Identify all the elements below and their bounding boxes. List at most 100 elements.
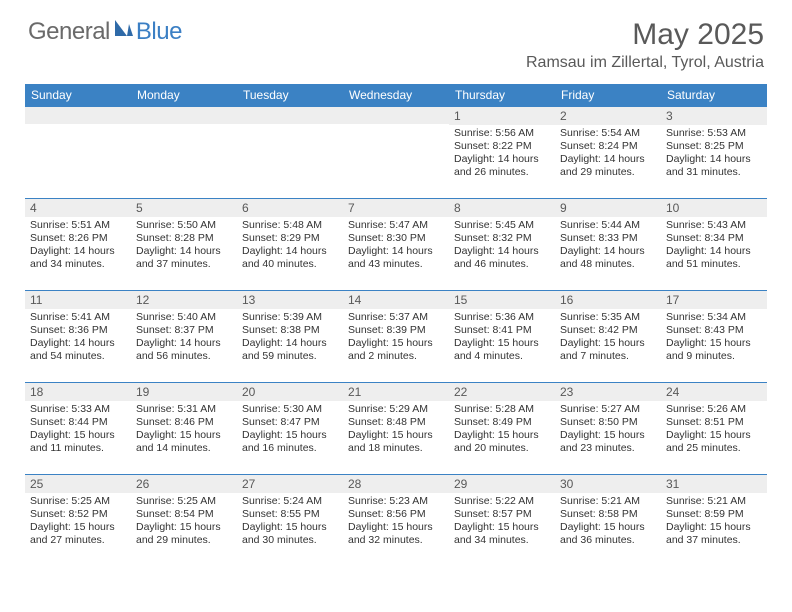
sunset-line: Sunset: 8:58 PM	[560, 508, 656, 521]
day-number: 10	[661, 199, 767, 217]
sunset-line: Sunset: 8:39 PM	[348, 324, 444, 337]
day-number: 19	[131, 383, 237, 401]
sunrise-line: Sunrise: 5:41 AM	[30, 311, 126, 324]
sunrise-line: Sunrise: 5:53 AM	[666, 127, 762, 140]
day-header: Saturday	[661, 84, 767, 107]
daylight-line: Daylight: 14 hours and 40 minutes.	[242, 245, 338, 271]
day-details: Sunrise: 5:51 AMSunset: 8:26 PMDaylight:…	[25, 217, 131, 276]
sunset-line: Sunset: 8:30 PM	[348, 232, 444, 245]
sunrise-line: Sunrise: 5:21 AM	[666, 495, 762, 508]
day-cell: 17Sunrise: 5:34 AMSunset: 8:43 PMDayligh…	[661, 291, 767, 383]
daylight-line: Daylight: 14 hours and 34 minutes.	[30, 245, 126, 271]
day-details: Sunrise: 5:28 AMSunset: 8:49 PMDaylight:…	[449, 401, 555, 460]
daylight-line: Daylight: 14 hours and 54 minutes.	[30, 337, 126, 363]
calendar-body: 1Sunrise: 5:56 AMSunset: 8:22 PMDaylight…	[25, 107, 767, 567]
sunset-line: Sunset: 8:28 PM	[136, 232, 232, 245]
day-details: Sunrise: 5:36 AMSunset: 8:41 PMDaylight:…	[449, 309, 555, 368]
empty-day-cell	[25, 107, 131, 199]
day-cell: 8Sunrise: 5:45 AMSunset: 8:32 PMDaylight…	[449, 199, 555, 291]
sunrise-line: Sunrise: 5:36 AM	[454, 311, 550, 324]
daylight-line: Daylight: 15 hours and 18 minutes.	[348, 429, 444, 455]
daylight-line: Daylight: 14 hours and 59 minutes.	[242, 337, 338, 363]
sunset-line: Sunset: 8:22 PM	[454, 140, 550, 153]
day-details: Sunrise: 5:48 AMSunset: 8:29 PMDaylight:…	[237, 217, 343, 276]
empty-day-cell	[343, 107, 449, 199]
empty-daynum-bar	[237, 107, 343, 124]
day-number: 3	[661, 107, 767, 125]
sunrise-line: Sunrise: 5:34 AM	[666, 311, 762, 324]
day-number: 2	[555, 107, 661, 125]
day-number: 22	[449, 383, 555, 401]
sunset-line: Sunset: 8:33 PM	[560, 232, 656, 245]
sunset-line: Sunset: 8:29 PM	[242, 232, 338, 245]
sunrise-line: Sunrise: 5:37 AM	[348, 311, 444, 324]
day-details: Sunrise: 5:47 AMSunset: 8:30 PMDaylight:…	[343, 217, 449, 276]
day-details: Sunrise: 5:21 AMSunset: 8:58 PMDaylight:…	[555, 493, 661, 552]
sunset-line: Sunset: 8:32 PM	[454, 232, 550, 245]
day-details: Sunrise: 5:43 AMSunset: 8:34 PMDaylight:…	[661, 217, 767, 276]
day-details: Sunrise: 5:56 AMSunset: 8:22 PMDaylight:…	[449, 125, 555, 184]
sunrise-line: Sunrise: 5:22 AM	[454, 495, 550, 508]
day-cell: 1Sunrise: 5:56 AMSunset: 8:22 PMDaylight…	[449, 107, 555, 199]
day-number: 6	[237, 199, 343, 217]
sunrise-line: Sunrise: 5:39 AM	[242, 311, 338, 324]
sunrise-line: Sunrise: 5:54 AM	[560, 127, 656, 140]
sunrise-line: Sunrise: 5:33 AM	[30, 403, 126, 416]
month-title: May 2025	[526, 18, 764, 52]
day-details: Sunrise: 5:50 AMSunset: 8:28 PMDaylight:…	[131, 217, 237, 276]
day-number: 25	[25, 475, 131, 493]
day-cell: 9Sunrise: 5:44 AMSunset: 8:33 PMDaylight…	[555, 199, 661, 291]
day-header: Sunday	[25, 84, 131, 107]
day-header-row: SundayMondayTuesdayWednesdayThursdayFrid…	[25, 84, 767, 107]
day-details: Sunrise: 5:27 AMSunset: 8:50 PMDaylight:…	[555, 401, 661, 460]
daylight-line: Daylight: 15 hours and 14 minutes.	[136, 429, 232, 455]
sunrise-line: Sunrise: 5:21 AM	[560, 495, 656, 508]
daylight-line: Daylight: 14 hours and 37 minutes.	[136, 245, 232, 271]
day-details: Sunrise: 5:54 AMSunset: 8:24 PMDaylight:…	[555, 125, 661, 184]
sunset-line: Sunset: 8:47 PM	[242, 416, 338, 429]
sunset-line: Sunset: 8:55 PM	[242, 508, 338, 521]
sunset-line: Sunset: 8:48 PM	[348, 416, 444, 429]
daylight-line: Daylight: 15 hours and 29 minutes.	[136, 521, 232, 547]
sunrise-line: Sunrise: 5:48 AM	[242, 219, 338, 232]
daylight-line: Daylight: 15 hours and 23 minutes.	[560, 429, 656, 455]
day-details: Sunrise: 5:21 AMSunset: 8:59 PMDaylight:…	[661, 493, 767, 552]
day-details: Sunrise: 5:53 AMSunset: 8:25 PMDaylight:…	[661, 125, 767, 184]
sunrise-line: Sunrise: 5:40 AM	[136, 311, 232, 324]
day-cell: 7Sunrise: 5:47 AMSunset: 8:30 PMDaylight…	[343, 199, 449, 291]
day-details: Sunrise: 5:40 AMSunset: 8:37 PMDaylight:…	[131, 309, 237, 368]
day-cell: 13Sunrise: 5:39 AMSunset: 8:38 PMDayligh…	[237, 291, 343, 383]
daylight-line: Daylight: 15 hours and 9 minutes.	[666, 337, 762, 363]
week-row: 4Sunrise: 5:51 AMSunset: 8:26 PMDaylight…	[25, 199, 767, 291]
day-number: 31	[661, 475, 767, 493]
day-header: Friday	[555, 84, 661, 107]
day-details: Sunrise: 5:26 AMSunset: 8:51 PMDaylight:…	[661, 401, 767, 460]
sunrise-line: Sunrise: 5:35 AM	[560, 311, 656, 324]
day-details: Sunrise: 5:23 AMSunset: 8:56 PMDaylight:…	[343, 493, 449, 552]
day-cell: 16Sunrise: 5:35 AMSunset: 8:42 PMDayligh…	[555, 291, 661, 383]
day-number: 7	[343, 199, 449, 217]
day-number: 21	[343, 383, 449, 401]
day-number: 11	[25, 291, 131, 309]
logo-sail-icon	[113, 18, 135, 43]
daylight-line: Daylight: 15 hours and 27 minutes.	[30, 521, 126, 547]
day-cell: 3Sunrise: 5:53 AMSunset: 8:25 PMDaylight…	[661, 107, 767, 199]
day-details: Sunrise: 5:29 AMSunset: 8:48 PMDaylight:…	[343, 401, 449, 460]
daylight-line: Daylight: 15 hours and 2 minutes.	[348, 337, 444, 363]
day-details: Sunrise: 5:44 AMSunset: 8:33 PMDaylight:…	[555, 217, 661, 276]
day-number: 16	[555, 291, 661, 309]
day-number: 14	[343, 291, 449, 309]
sunrise-line: Sunrise: 5:26 AM	[666, 403, 762, 416]
day-details: Sunrise: 5:25 AMSunset: 8:54 PMDaylight:…	[131, 493, 237, 552]
daylight-line: Daylight: 15 hours and 16 minutes.	[242, 429, 338, 455]
day-cell: 23Sunrise: 5:27 AMSunset: 8:50 PMDayligh…	[555, 383, 661, 475]
day-cell: 20Sunrise: 5:30 AMSunset: 8:47 PMDayligh…	[237, 383, 343, 475]
daylight-line: Daylight: 15 hours and 11 minutes.	[30, 429, 126, 455]
title-block: May 2025 Ramsau im Zillertal, Tyrol, Aus…	[526, 18, 764, 72]
sunset-line: Sunset: 8:43 PM	[666, 324, 762, 337]
empty-daynum-bar	[131, 107, 237, 124]
day-details: Sunrise: 5:24 AMSunset: 8:55 PMDaylight:…	[237, 493, 343, 552]
sunset-line: Sunset: 8:46 PM	[136, 416, 232, 429]
logo-text-general: General	[28, 18, 110, 46]
day-number: 1	[449, 107, 555, 125]
